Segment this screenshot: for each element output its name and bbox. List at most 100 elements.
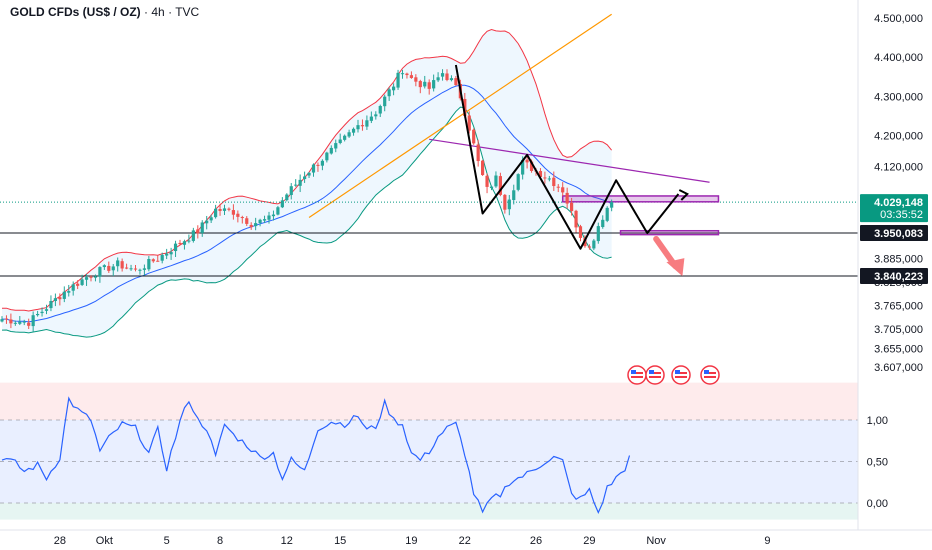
candle-body — [556, 186, 560, 188]
candle-body — [214, 208, 218, 218]
interval-label: 4h — [151, 5, 165, 19]
osc-tick-label: 1,00 — [867, 415, 888, 427]
price-tick-label: 3.765,000 — [874, 300, 923, 312]
candle-body — [173, 243, 178, 252]
candle-body — [481, 160, 485, 176]
candle-body — [587, 246, 591, 248]
candle-body — [93, 276, 98, 278]
candle-body — [49, 301, 53, 309]
candle-body — [222, 208, 227, 211]
time-axis-label: 12 — [281, 535, 293, 547]
candle-body — [62, 291, 66, 299]
time-axis-label: 28 — [54, 535, 66, 547]
candle-body — [71, 284, 75, 291]
candle-body — [187, 240, 191, 242]
candle-body — [53, 298, 57, 302]
candle-body — [525, 159, 529, 163]
resistance-zone — [561, 195, 720, 203]
price-tick-label: 3.655,000 — [874, 343, 923, 355]
economic-event-icon — [671, 365, 691, 385]
candle-body — [276, 207, 280, 215]
candle-body — [329, 147, 333, 154]
economic-event-icon — [700, 365, 720, 385]
candle-body — [236, 213, 240, 217]
osc-tick-label: 0,50 — [867, 457, 888, 469]
candle-body — [538, 170, 543, 178]
event-icon-stripe — [675, 372, 687, 374]
candle-body — [592, 240, 596, 249]
candle-body — [31, 315, 35, 327]
candle-body — [596, 226, 600, 242]
candle-body — [578, 226, 583, 238]
candle-body — [245, 218, 249, 224]
candle-body — [142, 268, 146, 270]
candle-body — [120, 261, 124, 269]
candle-body — [561, 187, 565, 193]
event-icon-stripe — [649, 372, 661, 374]
time-axis-label: 8 — [217, 535, 223, 547]
osc-overbought-zone — [0, 382, 858, 420]
candle-body — [494, 175, 498, 187]
bollinger-upper-line — [2, 28, 612, 312]
event-icon-stripe — [675, 376, 687, 378]
osc-tick-label: 0,00 — [867, 498, 888, 510]
bollinger-basis-line — [2, 84, 612, 323]
title-separator-2: · — [168, 5, 173, 19]
candle-body — [227, 208, 231, 210]
zigzag-pattern — [454, 64, 680, 250]
candle-body — [182, 241, 187, 245]
candle-body — [445, 73, 449, 80]
candle-body — [552, 177, 556, 187]
candle-body — [58, 297, 62, 300]
candle-body — [605, 207, 609, 221]
candle-body — [285, 194, 289, 201]
candle-body — [440, 73, 445, 77]
candle-body — [84, 277, 89, 280]
candle-body — [334, 143, 338, 149]
current-price-tag — [860, 194, 928, 223]
candle-body — [151, 259, 155, 262]
level-price-tag-text: 3.950,083 — [874, 228, 923, 240]
candle-body — [129, 268, 133, 270]
candle-body — [374, 114, 378, 117]
oscillator-line — [1, 396, 631, 514]
countdown-tag-text: 03:35:52 — [880, 209, 923, 221]
candle-body — [0, 319, 4, 322]
zigzag-arrowhead — [678, 189, 689, 201]
candle-body — [400, 73, 405, 75]
candle-body — [9, 319, 13, 324]
trendline-orange — [308, 13, 612, 218]
candle-body — [133, 268, 138, 270]
candle-body — [147, 258, 151, 270]
candle-body — [262, 219, 267, 221]
candle-body — [351, 128, 356, 133]
candle-body — [76, 283, 80, 286]
candle-body — [218, 209, 222, 211]
candle-body — [205, 220, 209, 224]
candle-body — [258, 219, 262, 223]
candle-body — [427, 82, 431, 89]
event-icon-stripe — [631, 376, 643, 378]
event-icon-ring — [671, 365, 691, 385]
candle-body — [160, 254, 164, 261]
event-icon-stripe — [649, 376, 661, 378]
candle-body — [107, 265, 111, 271]
candle-body — [454, 78, 458, 86]
time-axis-label: 29 — [583, 535, 595, 547]
candle-body — [320, 160, 324, 166]
source-label: TVC — [175, 5, 200, 19]
candle-body — [280, 200, 284, 208]
candle-body — [356, 125, 360, 130]
candle-body — [102, 265, 106, 268]
level-price-tag — [860, 225, 928, 242]
candle-body — [392, 86, 396, 91]
candle-body — [347, 132, 351, 137]
candle-body — [485, 175, 489, 187]
candle-body — [610, 202, 614, 208]
event-icon-canton — [649, 370, 654, 374]
candle-body — [4, 318, 9, 320]
event-icon-canton — [675, 370, 680, 374]
level-price-tag-text: 3.840,223 — [874, 271, 923, 283]
event-icon-canton — [631, 370, 636, 374]
